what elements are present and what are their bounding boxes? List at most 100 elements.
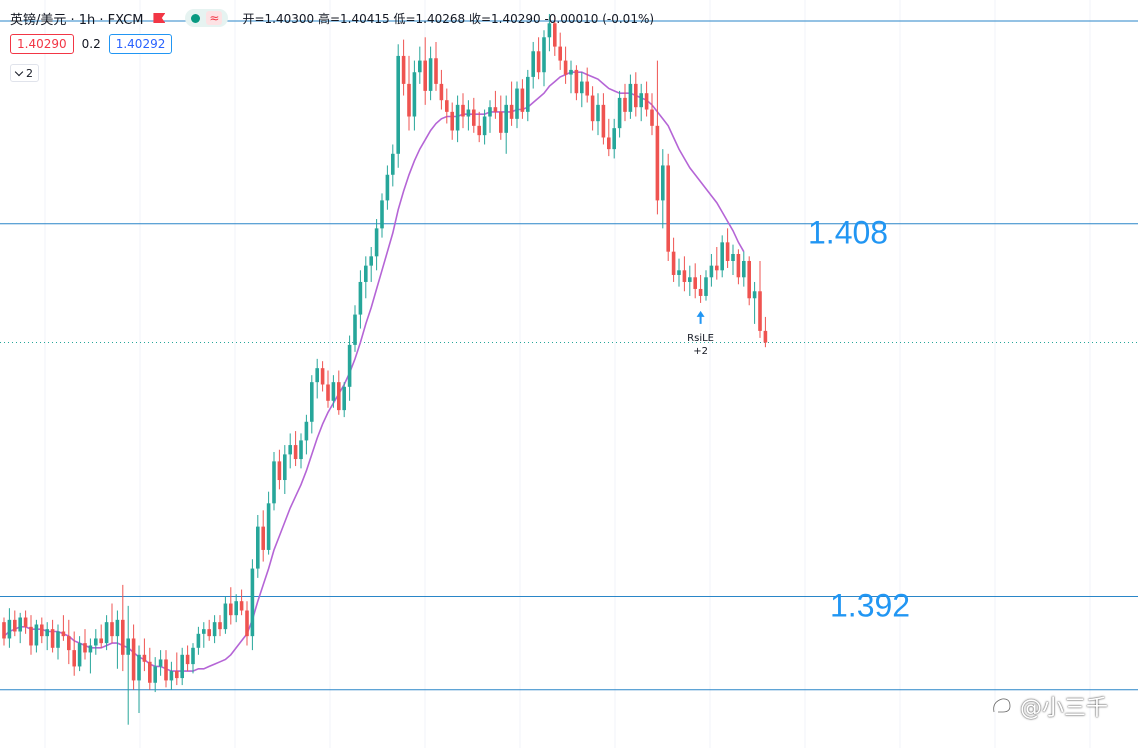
candle-body — [682, 270, 687, 282]
candle-body — [185, 654, 190, 665]
watermark: @小三千 — [990, 690, 1108, 722]
candle-body — [569, 69, 573, 75]
candle-body — [488, 107, 492, 117]
candle-body — [499, 111, 503, 133]
candle-body — [142, 654, 147, 662]
candle-body — [455, 104, 460, 131]
candle-body — [83, 643, 87, 653]
candle-body — [547, 23, 552, 38]
buy-button[interactable]: 1.40292 — [108, 34, 173, 54]
candle-body — [148, 661, 152, 683]
candle-body — [752, 291, 757, 299]
candle-body — [374, 228, 379, 257]
candle-body — [450, 111, 454, 131]
candle-body — [628, 83, 633, 112]
candle-body — [509, 104, 514, 119]
candle-body — [126, 638, 130, 655]
candle-body — [358, 281, 363, 315]
candle-body — [715, 265, 719, 271]
logo-icon — [992, 697, 1012, 714]
candle-body — [239, 601, 244, 611]
candle-body — [391, 153, 395, 175]
ohlc-values: 开=1.40300 高=1.40415 低=1.40268 收=1.40290 … — [242, 11, 655, 26]
candle-body — [558, 46, 562, 61]
candle-body — [153, 666, 157, 683]
candle-body — [418, 60, 422, 73]
candle-body — [472, 109, 476, 126]
moving-average — [3, 71, 745, 672]
chevron-down-icon — [14, 67, 24, 76]
candle-body — [407, 83, 411, 117]
candle-body — [272, 461, 276, 504]
indicators-toggle[interactable]: 2 — [10, 64, 39, 82]
candle-body — [655, 125, 660, 201]
candle-body — [99, 638, 103, 644]
candle-body — [283, 454, 287, 481]
spread-value: 0.2 — [81, 37, 101, 51]
symbol-title[interactable]: 英镑/美元 · 1h · FXCM — [10, 12, 144, 28]
flag-icon[interactable] — [153, 13, 166, 23]
candle-body — [234, 601, 238, 616]
candle-body — [326, 384, 330, 401]
candle-body — [202, 629, 206, 634]
candle-body — [439, 83, 444, 101]
candle-body — [131, 638, 136, 681]
candle-body — [331, 382, 336, 401]
candle-body — [196, 633, 201, 648]
candle-body — [7, 619, 12, 639]
indicator-count: 2 — [26, 66, 33, 80]
candle-body — [720, 242, 724, 271]
candle-body — [94, 638, 98, 646]
candle-body — [256, 526, 260, 569]
signal-arrow-icon — [696, 310, 705, 324]
candle-body — [110, 622, 114, 637]
candle-body — [520, 88, 525, 112]
candle-body — [434, 58, 438, 84]
sell-button[interactable]: 1.40290 — [10, 34, 74, 54]
candle-body — [725, 242, 730, 261]
candle-body — [169, 671, 174, 681]
candle-body — [612, 128, 616, 150]
signal-label: RsiLE — [687, 333, 714, 344]
ma-line — [3, 71, 745, 672]
candles — [2, 13, 768, 725]
candle-body — [731, 253, 735, 261]
candle-body — [261, 526, 265, 550]
candle-body — [250, 568, 255, 637]
signal-quantity: +2 — [693, 346, 708, 357]
horizontal-levels: 1.408 1.392 — [0, 20, 1138, 691]
candle-body — [369, 256, 373, 266]
candle-body — [493, 107, 498, 112]
candle-body — [466, 109, 471, 117]
candle-body — [18, 617, 22, 632]
candle-body — [758, 291, 762, 331]
candle-body — [2, 622, 6, 639]
candle-body — [88, 645, 93, 653]
candle-body — [34, 624, 39, 646]
candle-body — [401, 55, 406, 84]
candle-body — [353, 314, 357, 345]
quote-row: 1.40290 0.2 1.40292 — [10, 34, 173, 54]
candle-body — [277, 461, 282, 481]
candle-body — [504, 104, 508, 133]
candle-body — [661, 165, 665, 201]
market-status[interactable]: ≈ — [185, 9, 229, 27]
candle-body — [763, 330, 768, 343]
candle-body — [229, 603, 233, 616]
candle-body — [563, 60, 568, 75]
candle-body — [607, 137, 611, 150]
candle-body — [175, 671, 179, 679]
candle-body — [644, 93, 649, 110]
candle-body — [531, 51, 535, 77]
candle-body — [45, 629, 49, 637]
candle-body — [747, 260, 751, 299]
candle-body — [191, 647, 195, 665]
candle-body — [396, 55, 400, 154]
chart-grid — [44, 0, 1091, 748]
candle-body — [13, 619, 17, 632]
candle-body — [245, 610, 249, 637]
candle-body — [515, 88, 519, 119]
level-label: 1.408 — [808, 215, 888, 251]
candle-body — [601, 104, 606, 138]
